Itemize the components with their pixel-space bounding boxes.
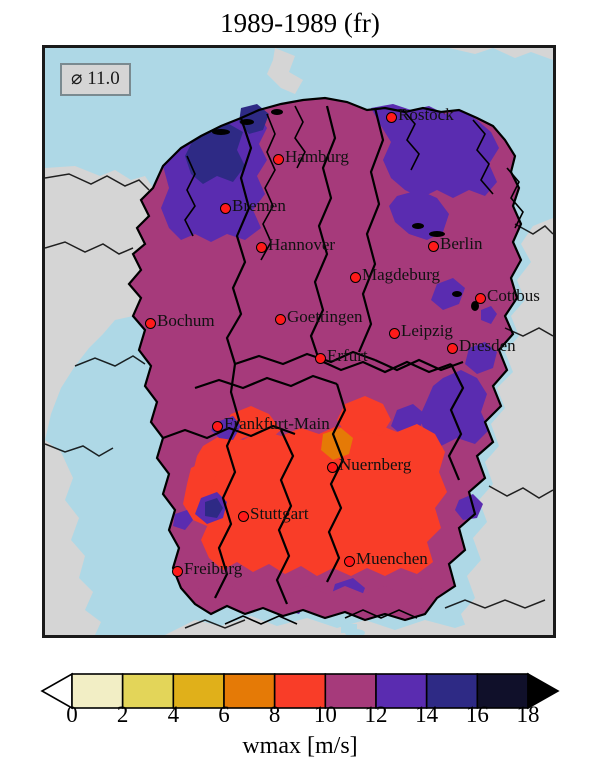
city-dot-icon (327, 462, 338, 473)
fill-bin-12-14-dresden (465, 342, 497, 374)
city-dot-icon (238, 511, 249, 522)
colorbar-tick-4: 4 (167, 702, 180, 727)
city-dot-icon (315, 353, 326, 364)
colorbar-segment-10-12 (324, 673, 377, 709)
fill-bin-12-14-baltic2 (389, 190, 449, 240)
city-label: Goettingen (287, 307, 363, 326)
colorbar-segment-16-18 (476, 673, 529, 709)
colorbar-tick-10: 10 (313, 702, 337, 727)
city-dot-icon (475, 293, 486, 304)
fill-bin-12-14-baltic (371, 104, 499, 198)
colorbar-tick-8: 8 (268, 702, 281, 727)
colorbar-segment-8-10 (273, 673, 327, 709)
colorbar-tick-labels: 0 2 4 6 8 10 12 14 16 18 (0, 703, 600, 733)
city-dot-icon (172, 566, 183, 577)
islands-and-lakes (212, 109, 479, 635)
city-dot-icon (145, 318, 156, 329)
city-label: Rostock (398, 105, 454, 124)
city-label: Muenchen (356, 549, 428, 568)
city-label: Magdeburg (362, 265, 441, 284)
colorbar-tick-16: 16 (465, 702, 489, 727)
administrative-borders (127, 96, 524, 625)
colorbar-tick-14: 14 (415, 702, 439, 727)
fill-bin-12-14-bw (173, 510, 193, 530)
colorbar-extend-max (527, 672, 560, 710)
city-label: Bremen (232, 196, 286, 215)
city-dot-icon (344, 556, 355, 567)
city-dot-icon (273, 154, 284, 165)
city-label: Leipzig (401, 321, 453, 340)
colorbar-tick-6: 6 (218, 702, 230, 727)
page-title: 1989-1989 (fr) (220, 8, 380, 38)
fill-bin-8-10-south (193, 424, 447, 576)
city-label: Hamburg (285, 147, 349, 166)
city-dot-icon (256, 242, 267, 253)
fill-bin-10-12-southrim (195, 586, 437, 620)
colorbar-tick-0: 0 (66, 702, 78, 727)
city-label: Stuttgart (250, 504, 309, 523)
city-label: Frankfurt-Main (224, 414, 330, 433)
fill-bin-8-10-nuernberg (337, 396, 391, 436)
fill-bin-12-14-patch1 (481, 306, 497, 324)
colorbar-tick-18: 18 (516, 702, 540, 727)
city-dot-icon (220, 203, 231, 214)
city-label: Dresden (459, 336, 516, 355)
city-label: Hannover (268, 235, 336, 254)
fill-bin-14-16-nw (185, 124, 245, 184)
neighbour-countries-land (45, 48, 553, 635)
colorbar-tick-2: 2 (116, 702, 129, 727)
colorbar-tick-12: 12 (364, 702, 388, 727)
map-panel[interactable] (42, 45, 556, 638)
city-dot-icon (275, 314, 286, 325)
colorbar-segment-2-4 (121, 673, 175, 709)
domain-average-badge: ⌀ 11.0 (60, 63, 131, 96)
fill-bin-14-16-nw2 (239, 104, 269, 134)
colorbar-segment-6-8 (223, 673, 276, 709)
city-label: Berlin (440, 234, 483, 253)
colorbar (0, 668, 600, 718)
city-dot-icon (212, 421, 223, 432)
wind-speed-choropleth-map (45, 48, 553, 635)
city-label: Cottbus (487, 286, 540, 305)
city-label: Freiburg (184, 559, 243, 578)
fill-bin-12-14-berlin (431, 278, 465, 310)
city-dot-icon (389, 328, 400, 339)
fill-bin-14-16-schwarzwald (205, 498, 223, 518)
city-label: Bochum (157, 311, 215, 330)
neighbour-borders (45, 173, 553, 629)
germany-wmax-fill (129, 98, 521, 620)
city-label: Erfurt (327, 346, 368, 365)
city-dot-icon (428, 241, 439, 252)
city-dot-icon (447, 343, 458, 354)
city-label: Nuernberg (339, 455, 412, 474)
city-dot-icon (350, 272, 361, 283)
city-dot-icon (386, 112, 397, 123)
fill-bin-12-14-east (419, 370, 489, 446)
colorbar-axis-label: wmax [m/s] (242, 733, 358, 759)
colorbar-segment-0-2 (71, 673, 124, 709)
colorbar-swatches (40, 672, 560, 710)
